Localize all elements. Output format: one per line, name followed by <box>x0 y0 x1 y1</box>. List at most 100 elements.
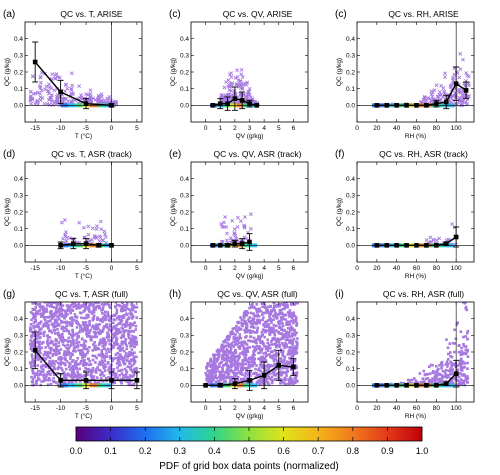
panel-title: QC vs. RH, ARISE <box>388 9 459 19</box>
y-tick-label: 0.2 <box>346 69 355 76</box>
scatter-point <box>46 320 50 323</box>
scatter-point <box>103 369 107 373</box>
scatter-point <box>32 364 36 368</box>
scatter-point <box>240 318 244 322</box>
scatter-point <box>449 372 452 376</box>
scatter-point <box>286 369 290 373</box>
scatter-point <box>50 346 53 350</box>
scatter-point <box>242 377 245 381</box>
scatter-point <box>34 356 38 360</box>
mean-marker <box>109 103 114 108</box>
scatter-point <box>265 354 268 357</box>
scatter-point <box>453 342 457 345</box>
scatter-point <box>247 329 250 333</box>
scatter-point <box>103 302 106 306</box>
scatter-point <box>110 314 114 318</box>
scatter-point <box>45 340 49 344</box>
scatter-point <box>45 89 50 94</box>
scatter-point <box>259 362 263 365</box>
scatter-point <box>64 313 68 317</box>
scatter-point <box>120 368 124 372</box>
panel-title: QC vs. RH, ASR (track) <box>379 149 468 159</box>
scatter-point <box>233 354 236 358</box>
y-tick-label: 0.4 <box>346 316 355 323</box>
scatter-point <box>124 354 127 358</box>
scatter-point <box>240 377 243 381</box>
mean-marker <box>424 103 429 108</box>
scatter-point <box>124 373 128 377</box>
scatter-point <box>108 350 111 354</box>
colorbar-tick-label: 0.1 <box>104 446 117 456</box>
x-tick-label: 100 <box>451 265 462 272</box>
scatter-point <box>278 304 282 308</box>
scatter-point <box>250 325 254 328</box>
scatter-point <box>47 351 51 355</box>
scatter-point <box>288 335 291 338</box>
scatter-point <box>125 322 129 325</box>
scatter-point <box>293 381 297 385</box>
scatter-point <box>103 338 106 342</box>
scatter-point <box>226 359 230 362</box>
scatter-point <box>434 238 439 243</box>
scatter-point <box>78 362 82 365</box>
scatter-point <box>295 331 298 335</box>
scatter-point <box>291 381 295 385</box>
scatter-point <box>102 347 106 351</box>
scatter-point <box>217 375 221 379</box>
scatter-point <box>446 346 450 350</box>
scatter-point <box>244 351 248 354</box>
scatter-point <box>106 302 110 304</box>
scatter-point <box>132 304 136 307</box>
scatter-point <box>272 359 276 363</box>
mean-marker <box>374 383 380 388</box>
scatter-point <box>251 356 254 360</box>
scatter-point <box>225 370 228 374</box>
scatter-point <box>282 317 285 321</box>
scatter-point <box>292 352 296 356</box>
scatter-point <box>86 306 90 310</box>
scatter-point <box>102 366 106 370</box>
scatter-point <box>78 380 82 383</box>
scatter-point <box>224 379 227 383</box>
y-tick-label: 0.2 <box>346 209 355 216</box>
scatter-point <box>443 75 447 79</box>
x-axis-label: RH (%) <box>405 273 426 280</box>
scatter-point <box>276 344 280 347</box>
scatter-point <box>243 353 247 356</box>
scatter-point <box>111 344 115 348</box>
scatter-point <box>244 320 248 323</box>
mean-marker <box>443 99 449 105</box>
scatter-point <box>290 335 293 338</box>
scatter-point <box>91 349 94 352</box>
scatter-point <box>60 312 64 316</box>
scatter-point <box>56 361 60 365</box>
scatter-point <box>117 318 121 321</box>
scatter-point <box>244 356 248 359</box>
scatter-point <box>451 341 455 345</box>
mean-marker <box>443 381 449 386</box>
y-tick-label: 0.4 <box>14 176 23 183</box>
scatter-point <box>288 362 292 365</box>
scatter-point <box>462 81 467 86</box>
y-tick-label: 0.4 <box>14 316 23 323</box>
scatter-point <box>82 353 86 356</box>
scatter-point <box>283 366 287 370</box>
y-tick-label: 0.4 <box>14 36 23 43</box>
x-tick-label: 0 <box>355 265 359 272</box>
scatter-point <box>29 347 33 351</box>
scatter-point <box>130 313 133 316</box>
x-tick-label: 3 <box>248 265 252 272</box>
scatter-point <box>220 345 224 349</box>
scatter-point <box>241 352 245 355</box>
scatter-point <box>32 334 36 338</box>
scatter-point <box>120 377 124 381</box>
scatter-point <box>238 341 241 345</box>
scatter-point <box>46 372 50 376</box>
scatter-point <box>258 321 262 325</box>
scatter-point <box>121 358 124 361</box>
scatter-point <box>70 340 73 343</box>
scatter-point <box>63 218 67 222</box>
scatter-point <box>105 352 108 355</box>
scatter-point <box>68 306 72 310</box>
mean-marker <box>210 103 216 108</box>
